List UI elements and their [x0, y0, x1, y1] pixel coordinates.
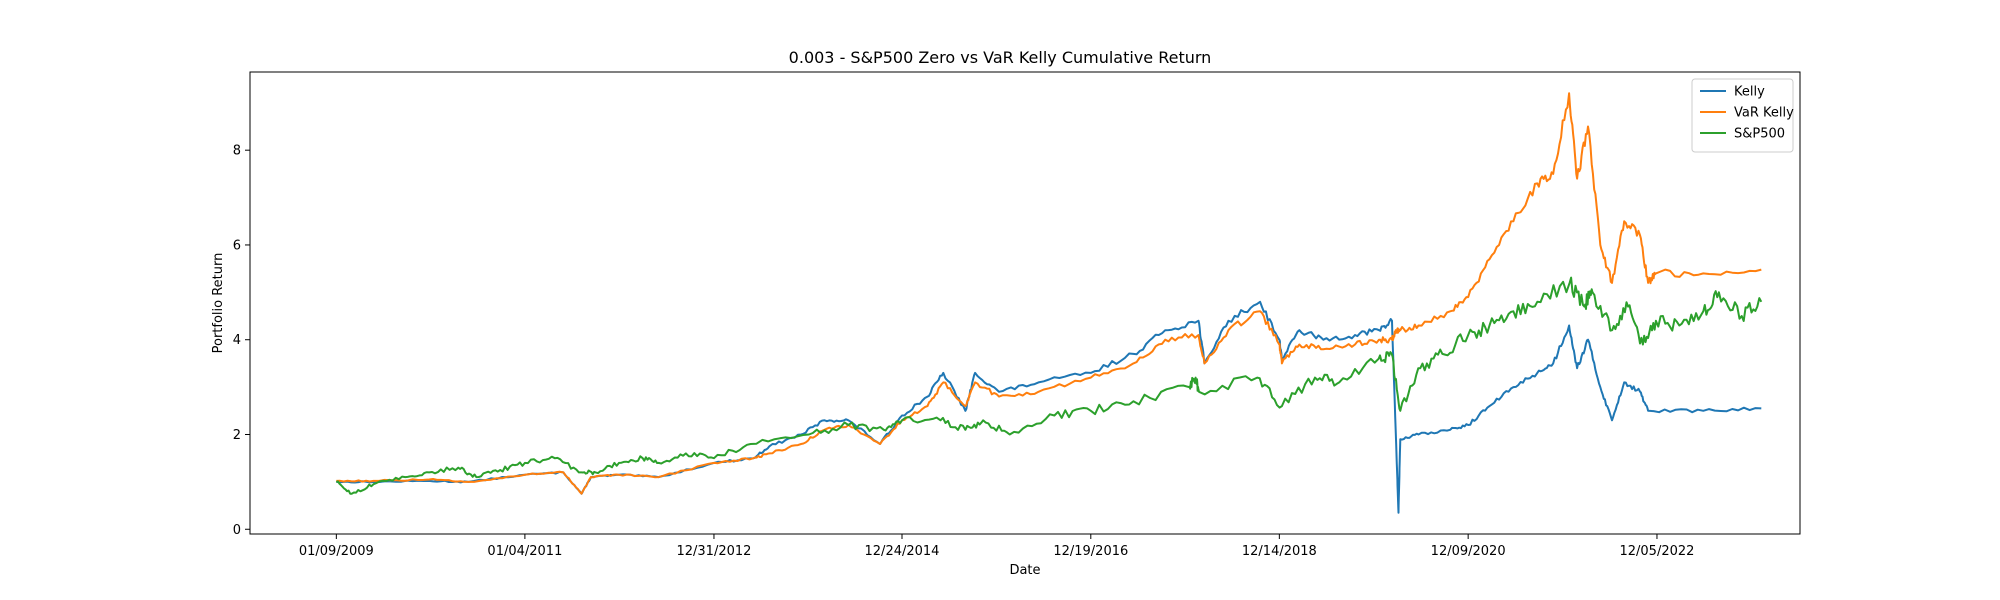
- legend: Kelly VaR Kelly S&P500: [1691, 78, 1794, 153]
- y-tick-label: 6: [233, 238, 241, 253]
- series-line-var-kelly: [336, 92, 1762, 495]
- plot-area: [336, 92, 1763, 514]
- x-tick-label: 12/05/2022: [1619, 544, 1694, 559]
- y-tick-label: 0: [233, 523, 241, 538]
- y-tick-label: 4: [233, 333, 241, 348]
- y-tick-label: 8: [233, 144, 241, 159]
- plot-frame: [249, 71, 1801, 535]
- x-tick-label: 12/14/2018: [1242, 544, 1317, 559]
- x-tick-label: 01/09/2009: [299, 544, 374, 559]
- x-tick-label: 12/19/2016: [1053, 544, 1128, 559]
- series-line-kelly: [336, 300, 1762, 514]
- x-tick-label: 01/04/2011: [487, 544, 562, 559]
- legend-label: Kelly: [1734, 85, 1765, 100]
- legend-label: VaR Kelly: [1734, 106, 1794, 121]
- y-tick-label: 2: [233, 428, 241, 443]
- legend-label: S&P500: [1734, 127, 1785, 142]
- series-line-s-p500: [336, 276, 1763, 495]
- y-axis: 0 2 4 6 8: [233, 144, 250, 538]
- x-tick-label: 12/24/2014: [865, 544, 940, 559]
- x-axis-label: Date: [1009, 563, 1040, 578]
- x-axis: 01/09/2009 01/04/2011 12/31/2012 12/24/2014…: [299, 534, 1694, 559]
- y-axis-label: Portfolio Return: [211, 253, 226, 354]
- x-tick-label: 12/31/2012: [676, 544, 751, 559]
- chart-title: 0.003 - S&P500 Zero vs VaR Kelly Cumulat…: [789, 48, 1212, 67]
- x-tick-label: 12/09/2020: [1431, 544, 1506, 559]
